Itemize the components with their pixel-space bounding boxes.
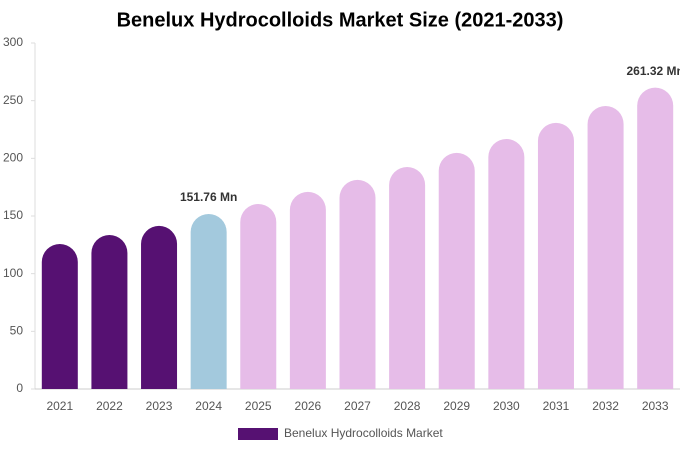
x-tick-label: 2021 [46, 399, 73, 413]
y-tick-label: 100 [3, 266, 23, 280]
bar [240, 204, 277, 389]
x-tick-label: 2023 [146, 399, 173, 413]
x-tick-label: 2028 [394, 399, 421, 413]
x-tick-label: 2025 [245, 399, 272, 413]
x-tick-label: 2030 [493, 399, 520, 413]
bar [438, 152, 475, 389]
bar [587, 105, 624, 390]
x-tick-label: 2032 [592, 399, 619, 413]
x-tick-label: 2027 [344, 399, 371, 413]
x-tick-label: 2031 [543, 399, 570, 413]
legend-label: Benelux Hydrocolloids Market [284, 426, 443, 440]
bar [537, 122, 574, 390]
x-tick-label: 2029 [443, 399, 470, 413]
bar [389, 166, 426, 389]
bar [637, 87, 674, 389]
y-tick-label: 0 [16, 381, 23, 395]
bar [190, 213, 227, 389]
chart-title: Benelux Hydrocolloids Market Size (2021-… [117, 9, 564, 31]
bar [41, 244, 78, 389]
bar [289, 191, 326, 389]
bar [91, 235, 128, 389]
y-tick-label: 200 [3, 151, 23, 165]
x-tick-label: 2026 [295, 399, 322, 413]
bar [488, 138, 525, 389]
value-label: 261.32 Mn [627, 64, 680, 78]
y-tick-label: 50 [10, 324, 24, 338]
x-tick-label: 2033 [642, 399, 669, 413]
legend-swatch [238, 428, 278, 440]
x-tick-label: 2024 [195, 399, 222, 413]
x-tick-label: 2022 [96, 399, 123, 413]
y-tick-label: 250 [3, 93, 23, 107]
y-tick-label: 150 [3, 208, 23, 222]
bar [339, 179, 376, 389]
y-tick-label: 300 [3, 35, 23, 49]
value-label: 151.76 Mn [180, 190, 237, 204]
bar [141, 225, 178, 389]
